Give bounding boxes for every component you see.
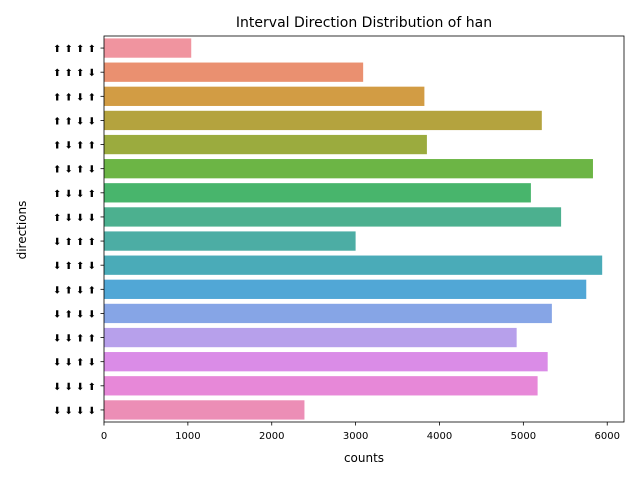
- bar: [104, 207, 562, 227]
- y-tick-label: ⬆ ⬇ ⬆ ⬇: [53, 165, 96, 176]
- y-axis-label: directions: [15, 201, 29, 260]
- chart-title: Interval Direction Distribution of han: [236, 15, 492, 31]
- x-tick-label: 6000: [594, 431, 619, 442]
- y-tick-label: ⬇ ⬆ ⬆ ⬇: [53, 261, 96, 272]
- bar: [104, 86, 425, 106]
- bar: [104, 183, 531, 203]
- y-tick-label: ⬇ ⬇ ⬆ ⬇: [53, 358, 96, 369]
- bar: [104, 327, 517, 348]
- y-tick-label: ⬇ ⬇ ⬆ ⬆: [53, 334, 96, 345]
- x-tick-label: 1000: [175, 431, 200, 442]
- x-tick-label: 4000: [427, 431, 452, 442]
- y-tick-label: ⬆ ⬇ ⬆ ⬆: [53, 141, 96, 152]
- plot-frame: [103, 35, 625, 423]
- bar: [104, 110, 542, 131]
- bar: [104, 38, 192, 58]
- y-tick-label: ⬆ ⬆ ⬆ ⬆: [53, 44, 96, 55]
- y-tick-label: ⬆ ⬆ ⬆ ⬇: [53, 68, 96, 79]
- x-tick-label: 5000: [511, 431, 536, 442]
- bar: [104, 279, 587, 299]
- bar: [104, 159, 593, 179]
- y-tick-label: ⬆ ⬆ ⬇ ⬆: [53, 92, 96, 103]
- y-tick-label: ⬇ ⬆ ⬆ ⬆: [53, 237, 96, 248]
- x-tick-label: 3000: [343, 431, 368, 442]
- bar: [104, 376, 538, 396]
- bar: [104, 352, 548, 372]
- x-tick-label: 2000: [259, 431, 284, 442]
- bars-group: [104, 38, 603, 420]
- y-tick-label: ⬆ ⬇ ⬇ ⬇: [53, 213, 96, 224]
- y-tick-label: ⬆ ⬇ ⬇ ⬆: [53, 189, 96, 200]
- y-tick-label: ⬆ ⬆ ⬇ ⬇: [53, 116, 96, 127]
- axes-border: [103, 35, 625, 423]
- y-tick-label: ⬇ ⬇ ⬇ ⬆: [53, 382, 96, 393]
- bar: [104, 400, 305, 420]
- x-axis-label: counts: [344, 451, 384, 465]
- bar: [104, 303, 552, 324]
- y-tick-label: ⬇ ⬇ ⬇ ⬇: [53, 406, 96, 417]
- bar: [104, 134, 427, 155]
- x-tick-labels: 0 1000 2000 3000 4000 5000 6000: [101, 422, 620, 442]
- y-tick-labels: ⬆ ⬆ ⬆ ⬆ ⬆ ⬆ ⬆ ⬇ ⬆ ⬆ ⬇ ⬆ ⬆ ⬆ ⬇ ⬇ ⬆ ⬇ ⬆ ⬆ ⬆ ⬇ ⬆…: [53, 44, 104, 417]
- y-tick-label: ⬇ ⬆ ⬇ ⬆: [53, 285, 96, 296]
- x-tick-label: 0: [101, 431, 107, 442]
- bar: [104, 62, 364, 82]
- bar: [104, 255, 603, 275]
- bar: [104, 231, 356, 251]
- y-tick-label: ⬇ ⬆ ⬇ ⬇: [53, 309, 96, 320]
